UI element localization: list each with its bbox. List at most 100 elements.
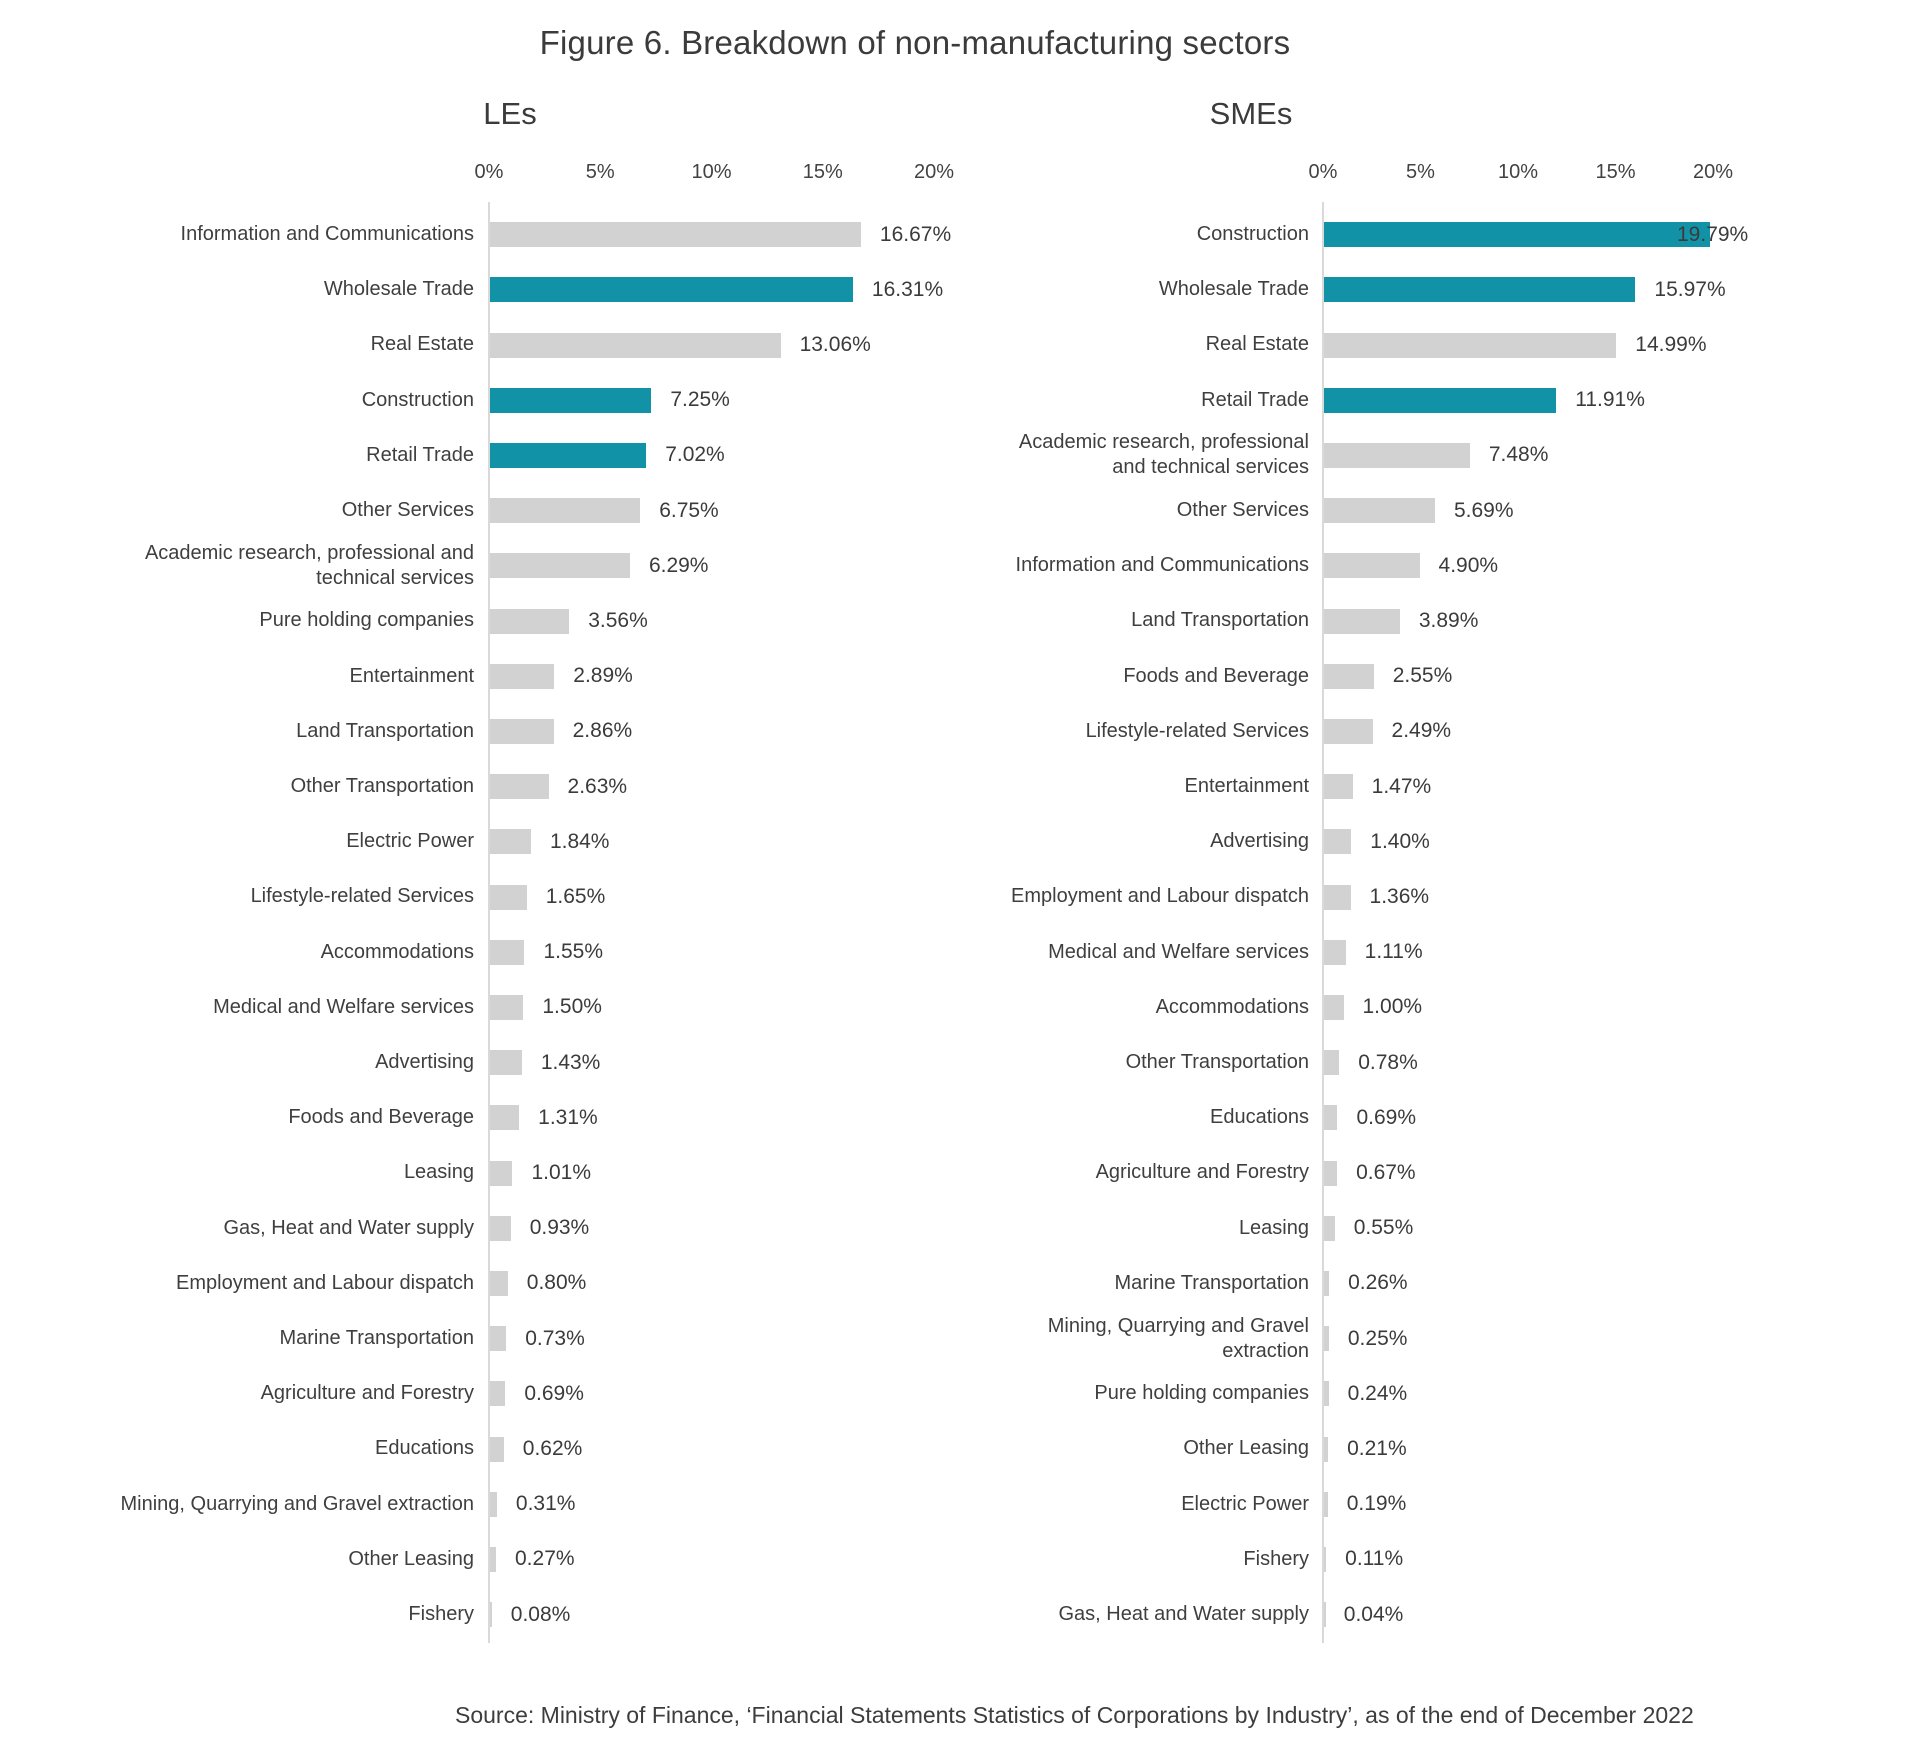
bar [490, 718, 554, 744]
value-label: 11.91% [1575, 388, 1645, 412]
value-label: 1.50% [542, 995, 602, 1019]
value-label: 19.79% [1677, 222, 1749, 246]
category-label: Wholesale Trade [323, 278, 474, 301]
bar [1324, 1105, 1338, 1131]
category-label: Other Services [1176, 499, 1309, 522]
category-label: Gas, Heat and Water supply [223, 1216, 475, 1239]
bar [1324, 1491, 1328, 1517]
category-label: Construction [361, 388, 474, 411]
bar [1324, 442, 1470, 468]
category-label: Other Transportation [290, 775, 474, 798]
category-label: Electric Power [1181, 1492, 1309, 1515]
chart-header-les: LEs [483, 96, 537, 131]
value-label: 0.25% [1347, 1326, 1408, 1350]
category-label: Agriculture and Forestry [260, 1382, 474, 1405]
bar [1324, 829, 1352, 855]
category-label: Accommodations [1155, 995, 1309, 1018]
bar [490, 1546, 496, 1572]
bar [1324, 1602, 1326, 1628]
value-label: 0.93% [529, 1216, 590, 1240]
category-label: Mining, Quarrying and Gravel extraction [1047, 1314, 1309, 1362]
chart-header-smes: SMEs [1209, 96, 1293, 131]
category-label: Retail Trade [366, 443, 474, 466]
bar [490, 553, 630, 579]
bar [1324, 1381, 1329, 1407]
category-label: Educations [375, 1437, 474, 1460]
axis-tick-label: 15% [1595, 161, 1636, 183]
value-label: 1.31% [538, 1105, 598, 1129]
bar [490, 1160, 513, 1186]
bar [1324, 498, 1435, 524]
category-label: Academic research, professional and tech… [1018, 431, 1309, 479]
category-label: Real Estate [1205, 333, 1309, 356]
category-label: Lifestyle-related Services [1085, 719, 1309, 742]
category-label: Entertainment [349, 664, 474, 687]
category-label: Employment and Labour dispatch [1011, 885, 1309, 908]
bar [1324, 332, 1617, 358]
value-label: 7.02% [665, 443, 725, 467]
bar [490, 829, 531, 855]
category-label: Agriculture and Forestry [1095, 1161, 1309, 1184]
value-label: 2.89% [573, 664, 633, 688]
value-label: 16.67% [879, 222, 952, 246]
value-label: 0.62% [522, 1436, 583, 1460]
value-label: 1.01% [531, 1160, 592, 1184]
value-label: 0.19% [1346, 1492, 1407, 1516]
bar [1324, 939, 1346, 965]
bar [490, 442, 647, 468]
bar [490, 1491, 497, 1517]
category-label: Gas, Heat and Water supply [1058, 1603, 1310, 1626]
value-label: 0.69% [1356, 1105, 1416, 1129]
bar [490, 387, 652, 413]
value-label: 1.84% [549, 829, 610, 853]
bar [1324, 1546, 1327, 1572]
axis-tick-label: 15% [802, 161, 843, 183]
bar [1324, 277, 1636, 303]
bar [1324, 884, 1351, 910]
bar [490, 1381, 506, 1407]
bar [1324, 663, 1374, 689]
category-label: Wholesale Trade [1158, 278, 1309, 301]
category-label: Medical and Welfare services [1048, 940, 1309, 963]
category-label: Fishery [408, 1603, 474, 1626]
bar [490, 1270, 508, 1296]
category-label: Academic research, professional and tech… [144, 541, 474, 589]
value-label: 0.73% [525, 1326, 585, 1350]
bar [1324, 553, 1420, 579]
value-label: 1.36% [1369, 884, 1430, 908]
value-label: 1.55% [543, 940, 604, 964]
bar [1324, 1436, 1329, 1462]
value-label: 0.31% [515, 1492, 576, 1516]
axis-tick-label: 10% [1497, 161, 1539, 183]
value-label: 0.55% [1353, 1216, 1414, 1240]
category-label: Pure holding companies [1094, 1382, 1309, 1405]
value-label: 2.63% [567, 774, 628, 798]
value-label: 6.29% [648, 553, 709, 577]
axis-tick-label: 5% [1406, 161, 1435, 183]
bar [490, 222, 861, 248]
value-label: 1.40% [1370, 829, 1430, 853]
category-label: Fishery [1243, 1547, 1309, 1570]
category-label: Leasing [403, 1161, 474, 1184]
value-label: 7.48% [1488, 443, 1549, 467]
bar [1324, 1160, 1338, 1186]
category-label: Marine Transportation [1114, 1271, 1309, 1294]
bar [490, 1050, 522, 1076]
bar [490, 1436, 504, 1462]
bar [490, 332, 781, 358]
value-label: 0.67% [1356, 1160, 1416, 1184]
category-label: Leasing [1238, 1216, 1309, 1239]
category-label: Foods and Beverage [1123, 664, 1309, 687]
category-label: Other Leasing [1183, 1437, 1309, 1460]
bar [490, 663, 555, 689]
category-label: Marine Transportation [279, 1327, 474, 1350]
value-label: 14.99% [1635, 332, 1707, 356]
category-label: Medical and Welfare services [213, 995, 474, 1018]
axis-line [1322, 202, 1324, 1643]
category-label: Electric Power [346, 830, 474, 853]
category-label: Land Transportation [296, 719, 474, 742]
bar [490, 1602, 492, 1628]
category-label: Retail Trade [1201, 388, 1309, 411]
value-label: 6.75% [659, 498, 719, 522]
value-label: 7.25% [670, 388, 730, 412]
